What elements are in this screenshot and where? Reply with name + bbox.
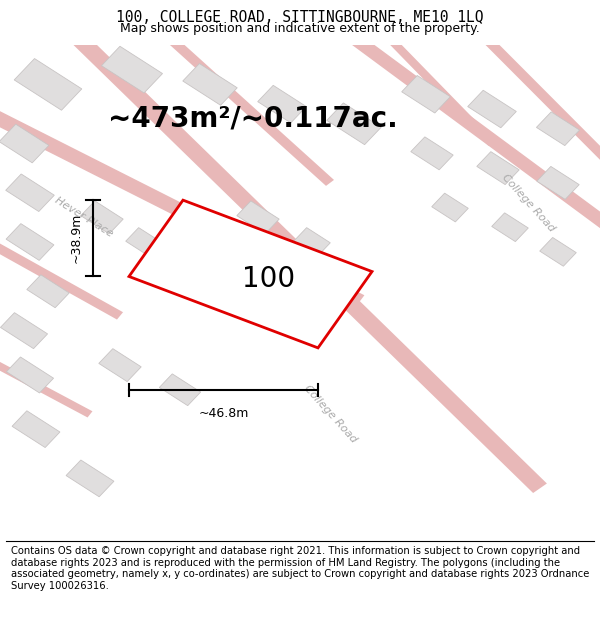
Polygon shape [5,174,55,211]
Text: 100: 100 [242,265,295,293]
Text: ~46.8m: ~46.8m [199,407,248,420]
Polygon shape [467,90,517,128]
Text: 100, COLLEGE ROAD, SITTINGBOURNE, ME10 1LQ: 100, COLLEGE ROAD, SITTINGBOURNE, ME10 1… [116,10,484,25]
Text: ~473m²/~0.117ac.: ~473m²/~0.117ac. [108,105,398,133]
Polygon shape [6,224,54,261]
Polygon shape [432,193,468,222]
Polygon shape [99,349,141,382]
Polygon shape [66,460,114,497]
Polygon shape [146,18,334,186]
Text: ~38.9m: ~38.9m [69,213,82,264]
Polygon shape [12,411,60,447]
Polygon shape [53,16,547,493]
Polygon shape [0,348,92,418]
Polygon shape [183,64,237,105]
Polygon shape [294,228,330,256]
Text: Contains OS data © Crown copyright and database right 2021. This information is : Contains OS data © Crown copyright and d… [11,546,589,591]
Polygon shape [81,201,123,234]
Polygon shape [7,357,53,393]
Polygon shape [14,59,82,110]
Polygon shape [257,86,307,123]
Polygon shape [537,166,579,199]
Polygon shape [540,238,576,266]
Polygon shape [401,76,451,113]
Polygon shape [160,374,200,406]
Polygon shape [368,18,496,146]
Polygon shape [464,18,600,186]
Polygon shape [411,137,453,170]
Text: Hever Place: Hever Place [53,196,115,239]
Polygon shape [536,112,580,146]
Polygon shape [101,46,163,93]
Polygon shape [27,275,69,308]
Text: College Road: College Road [302,384,358,445]
Polygon shape [492,213,528,242]
Polygon shape [477,152,519,184]
Polygon shape [129,200,372,348]
Polygon shape [327,103,381,144]
Polygon shape [126,228,162,256]
Polygon shape [0,98,364,307]
Polygon shape [0,229,123,319]
Text: College Road: College Road [500,172,556,233]
Polygon shape [1,312,47,349]
Polygon shape [0,124,49,163]
Polygon shape [237,201,279,234]
Text: Map shows position and indicative extent of the property.: Map shows position and indicative extent… [120,22,480,35]
Polygon shape [325,16,600,247]
